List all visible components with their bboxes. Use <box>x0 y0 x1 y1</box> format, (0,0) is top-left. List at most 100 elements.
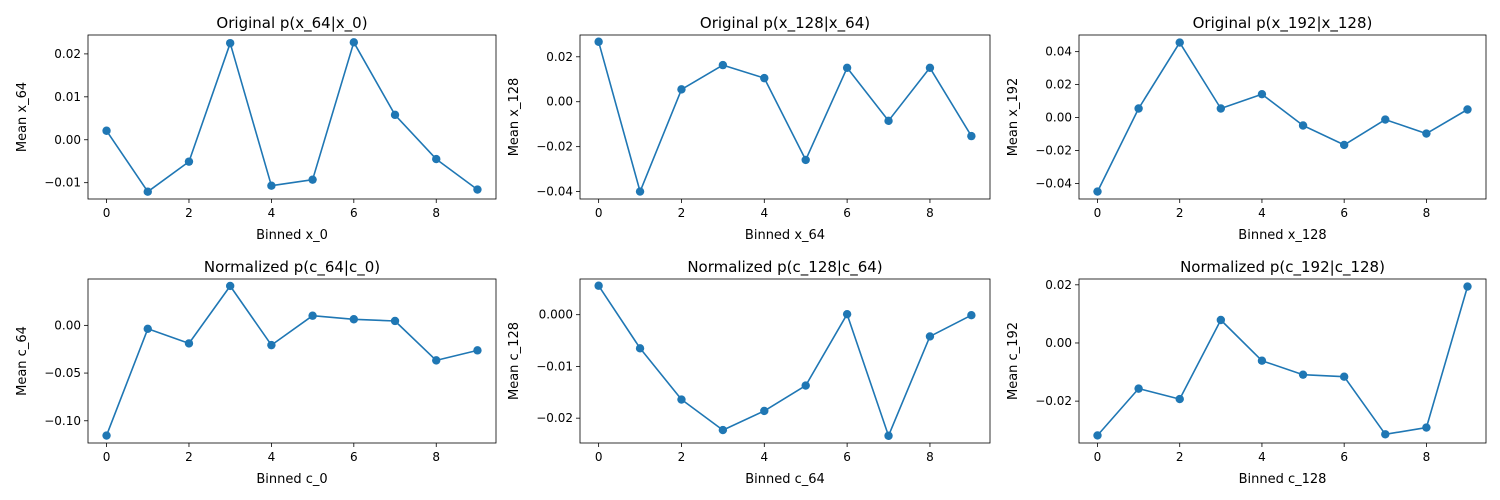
y-tick-label: −0.10 <box>44 414 81 428</box>
x-axis-label: Binned x_64 <box>745 228 825 243</box>
x-tick-label: 2 <box>678 450 686 464</box>
subplot-3: Original p(x_192|x_128) 0 2 4 6 8 −0.04 −0.02 0.… <box>1006 14 1487 243</box>
x-tick-label: 6 <box>350 450 358 464</box>
plot-frame <box>579 278 991 444</box>
data-point <box>635 344 645 353</box>
data-point <box>594 281 603 290</box>
data-point <box>1381 115 1390 124</box>
series-line <box>1096 286 1469 436</box>
data-point <box>267 340 276 350</box>
data-point <box>1298 121 1308 130</box>
x-tick-label: 4 <box>268 206 276 220</box>
data-point <box>1422 129 1431 138</box>
x-tick-label: 8 <box>926 206 934 220</box>
data-point <box>473 346 482 355</box>
data-point <box>967 311 976 320</box>
y-tick-label: 0.00 <box>1045 336 1072 350</box>
y-tick-label: −0.04 <box>536 185 573 199</box>
data-point <box>1422 423 1431 432</box>
plot-frame <box>87 278 497 444</box>
plot-frame <box>87 34 497 200</box>
data-point <box>594 37 603 46</box>
data-point <box>1257 356 1267 365</box>
plot-frame <box>1078 34 1487 200</box>
subplot-title: Normalized p(c_128|c_64) <box>687 258 882 277</box>
x-tick-label: 2 <box>1176 450 1184 464</box>
y-axis-label: Mean x_64 <box>15 82 30 152</box>
y-tick-label: 0.00 <box>54 133 81 147</box>
data-point <box>184 157 194 166</box>
data-point <box>1175 38 1184 47</box>
data-point <box>925 332 935 341</box>
data-point <box>884 116 893 126</box>
data-point <box>1175 394 1184 404</box>
y-tick-label: 0.02 <box>1045 278 1072 292</box>
y-tick-label: 0.00 <box>546 95 573 109</box>
data-point <box>102 431 111 440</box>
data-point <box>102 126 111 135</box>
y-tick-label: 0.01 <box>54 90 81 104</box>
series-line <box>105 285 478 436</box>
x-tick-label: 4 <box>268 450 276 464</box>
data-point <box>842 309 852 319</box>
data-point <box>1216 315 1226 325</box>
subplot-title: Normalized p(c_192|c_128) <box>1180 258 1385 277</box>
x-tick-label: 0 <box>103 450 111 464</box>
x-tick-label: 6 <box>843 206 851 220</box>
data-point <box>473 185 482 194</box>
subplot-6: Normalized p(c_192|c_128) 0 2 4 6 8 −0.02 0.00 0… <box>1006 258 1487 487</box>
data-point <box>390 316 400 326</box>
subplot-1: Original p(x_64|x_0) 0 2 4 6 8 −0.01 0.00 0.01 0.… <box>15 14 497 243</box>
x-tick-label: 0 <box>1094 206 1102 220</box>
data-point <box>1257 89 1267 99</box>
subplot-2: Original p(x_128|x_64) 0 2 4 6 8 −0.04 −0.02 0.0… <box>507 14 991 243</box>
data-point <box>225 38 235 48</box>
y-axis-label: Mean c_64 <box>15 326 30 396</box>
x-tick-label: 6 <box>1340 450 1348 464</box>
y-tick-label: 0.000 <box>539 308 573 322</box>
x-tick-label: 8 <box>1423 206 1431 220</box>
y-tick-label: −0.04 <box>1035 177 1072 191</box>
x-tick-label: 2 <box>185 450 193 464</box>
y-tick-label: 0.02 <box>1045 78 1072 92</box>
data-point <box>760 73 769 83</box>
plot-frame <box>1078 278 1487 444</box>
y-axis-label: Mean c_128 <box>507 322 522 400</box>
x-axis-label: Binned c_0 <box>256 472 327 487</box>
data-point <box>267 181 276 190</box>
x-tick-label: 6 <box>843 450 851 464</box>
data-point <box>143 187 152 196</box>
series-line <box>597 285 972 437</box>
series-line <box>105 41 478 193</box>
x-tick-label: 4 <box>1258 206 1266 220</box>
x-tick-label: 0 <box>103 206 111 220</box>
data-point <box>925 63 935 72</box>
x-tick-label: 0 <box>595 206 603 220</box>
x-tick-label: 4 <box>1258 450 1266 464</box>
y-tick-label: 0.02 <box>546 50 573 64</box>
x-tick-label: 2 <box>678 206 686 220</box>
x-tick-label: 8 <box>1423 450 1431 464</box>
x-tick-label: 6 <box>1340 206 1348 220</box>
subplot-title: Original p(x_64|x_0) <box>216 14 367 33</box>
x-tick-label: 0 <box>595 450 603 464</box>
data-point <box>349 38 359 47</box>
y-tick-label: −0.01 <box>44 176 81 190</box>
x-tick-label: 2 <box>1176 206 1184 220</box>
x-tick-label: 0 <box>1094 450 1102 464</box>
data-point <box>432 154 441 164</box>
data-point <box>842 63 852 72</box>
data-point <box>184 339 194 348</box>
y-tick-label: −0.01 <box>536 359 573 373</box>
data-point <box>801 155 810 165</box>
y-tick-label: −0.02 <box>1035 394 1072 408</box>
subplot-title: Normalized p(c_64|c_0) <box>204 258 380 277</box>
x-axis-label: Binned x_0 <box>256 228 328 243</box>
data-point <box>635 187 645 196</box>
y-tick-label: −0.02 <box>1035 144 1072 158</box>
data-point <box>1093 187 1102 196</box>
data-point <box>1216 104 1226 113</box>
y-tick-label: 0.00 <box>1045 111 1072 125</box>
data-point <box>967 131 976 141</box>
data-point <box>801 381 810 390</box>
